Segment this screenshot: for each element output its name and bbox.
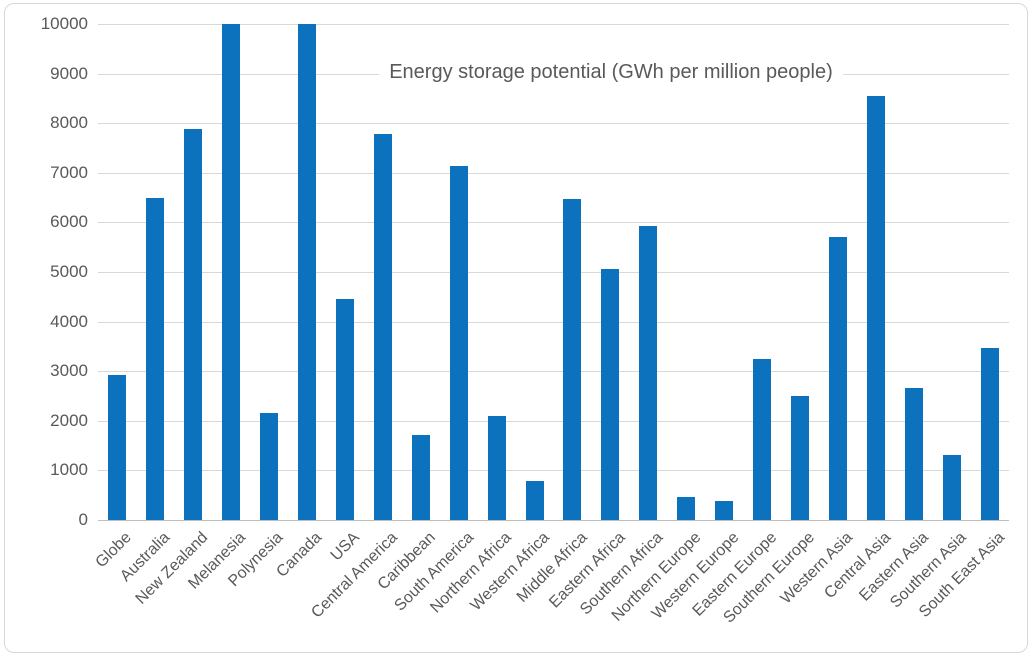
gridline (98, 24, 1009, 25)
bar-caribbean (411, 435, 430, 520)
gridline (98, 470, 1009, 472)
bar-western-europe (715, 500, 734, 520)
bar-southern-asia (943, 455, 962, 520)
y-tick-label: 6000 (50, 212, 88, 232)
gridline (98, 172, 1009, 174)
bar-central-america (373, 133, 392, 520)
y-tick-label: 10000 (40, 14, 88, 33)
y-tick-label: 5000 (50, 262, 88, 281)
bar-eastern-europe (753, 358, 772, 520)
bar-northern-africa (487, 416, 506, 520)
bar-globe (107, 375, 126, 520)
gridline (98, 371, 1009, 373)
bar-western-africa (525, 481, 544, 520)
bar-new-zealand (183, 128, 202, 520)
gridline (98, 420, 1009, 422)
gridline (98, 272, 1009, 273)
y-tick-label: 2000 (50, 410, 88, 430)
bar-south-east-asia (981, 347, 1000, 520)
bar-southern-africa (639, 226, 658, 520)
plot-area (98, 24, 1009, 521)
chart-border-frame (4, 3, 1028, 653)
bar-south-america (449, 166, 468, 520)
y-tick-label: 9000 (50, 63, 88, 83)
bar-australia (145, 197, 164, 520)
y-tick-label: 4000 (50, 311, 88, 331)
y-tick-label: 0 (78, 510, 88, 529)
gridline (98, 222, 1009, 224)
bar-melanesia (221, 24, 240, 520)
y-tick-label: 1000 (50, 460, 88, 480)
chart-title: Energy storage potential (GWh per millio… (379, 59, 843, 86)
bar-southern-europe (791, 395, 810, 520)
bar-middle-africa (563, 198, 582, 520)
gridline (98, 123, 1009, 125)
y-tick-label: 3000 (50, 361, 88, 381)
bar-usa (335, 298, 354, 520)
bar-western-asia (829, 236, 848, 520)
bar-polynesia (259, 413, 278, 520)
y-tick-label: 8000 (50, 113, 88, 133)
bar-central-asia (867, 95, 886, 520)
bar-canada (297, 24, 316, 520)
bar-eastern-asia (905, 387, 924, 520)
x-axis-line (98, 520, 1009, 521)
y-tick-label: 7000 (50, 162, 88, 182)
bar-eastern-africa (601, 268, 620, 520)
gridline (98, 321, 1009, 323)
bar-northern-europe (677, 497, 696, 520)
